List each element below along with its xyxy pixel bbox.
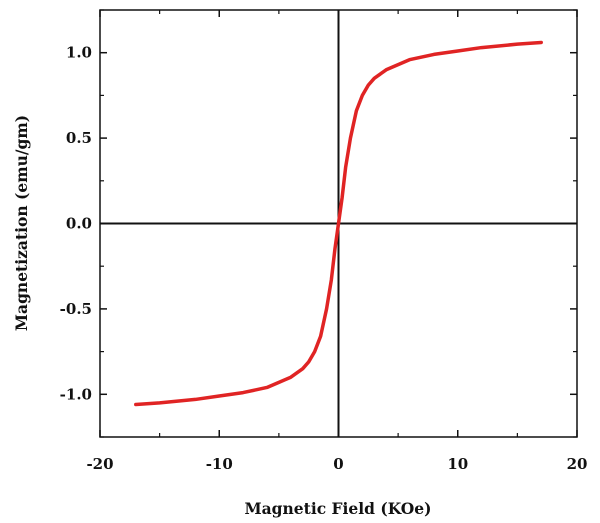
x-tick-label: 10 xyxy=(447,455,468,473)
magnetization-curve xyxy=(134,40,543,407)
x-tick-label: -20 xyxy=(86,455,113,473)
x-axis-ticks: -20 -10 0 10 20 xyxy=(86,10,587,473)
y-tick-label: -0.5 xyxy=(60,300,92,318)
y-tick-label: 0.0 xyxy=(66,215,92,233)
series-layer xyxy=(134,40,543,407)
x-tick-label: 0 xyxy=(333,455,343,473)
y-axis-ticks: -1.0 -0.5 0.0 0.5 1.0 xyxy=(60,9,577,438)
x-axis-title: Magnetic Field (KOe) xyxy=(244,499,431,518)
x-tick-label: -10 xyxy=(206,455,233,473)
x-tick-label: 20 xyxy=(567,455,588,473)
y-axis-title: Magnetization (emu/gm) xyxy=(12,115,31,331)
y-tick-label: -1.0 xyxy=(60,385,92,403)
y-tick-label: 0.5 xyxy=(66,129,92,147)
y-tick-label: 1.0 xyxy=(66,44,92,62)
